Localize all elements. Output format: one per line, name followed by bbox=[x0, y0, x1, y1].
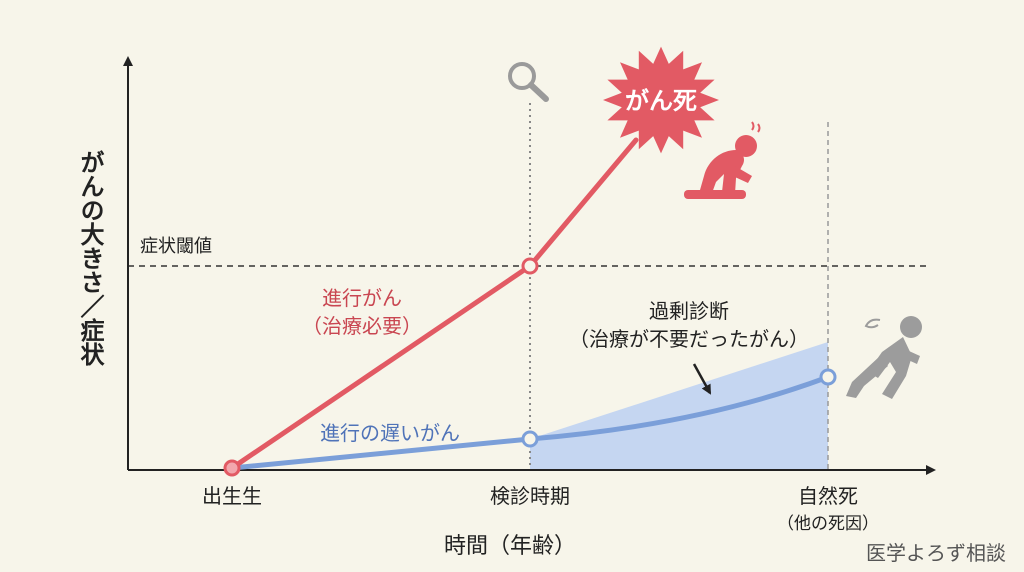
overdiagnosis-label: 過剰診断 bbox=[649, 299, 729, 323]
magnifier-icon bbox=[508, 62, 549, 102]
cancer-death-label: がん死 bbox=[625, 87, 697, 115]
tick-birth: 出生生 bbox=[202, 484, 262, 508]
tick-natural-death-sub: （他の死因） bbox=[777, 514, 879, 534]
slow-cancer-label: 進行の遅いがん bbox=[320, 421, 460, 445]
suffering-person-icon bbox=[684, 121, 761, 199]
watermark: 医学よろず相談 bbox=[866, 541, 1006, 565]
tick-screening: 検診時期 bbox=[490, 484, 570, 508]
x-axis-label: 時間（年齢） bbox=[444, 534, 576, 559]
tick-natural-death: 自然死 bbox=[798, 484, 858, 508]
overdiagnosis-sublabel: （治療が不要だったがん） bbox=[569, 327, 809, 351]
y-axis-label: がんの大きさ／症状 bbox=[76, 149, 104, 366]
slow-cancer-line bbox=[229, 374, 831, 471]
slow-natural-death-point bbox=[819, 368, 837, 386]
progressive-cancer-sublabel: （治療必要） bbox=[302, 314, 422, 338]
lying-person-icon bbox=[846, 316, 922, 399]
progressive-cancer-line bbox=[229, 137, 639, 471]
birth-point bbox=[223, 459, 241, 477]
threshold-label: 症状閾値 bbox=[140, 236, 212, 257]
cancer-death-burst: がん死 bbox=[603, 46, 719, 154]
slow-screening-point bbox=[521, 430, 539, 448]
progressive-cancer-label: 進行がん bbox=[322, 286, 402, 310]
overdiagnosis-pointer-arrow bbox=[692, 363, 712, 395]
overdiagnosis-area bbox=[530, 342, 828, 470]
progressive-threshold-point bbox=[521, 257, 539, 275]
